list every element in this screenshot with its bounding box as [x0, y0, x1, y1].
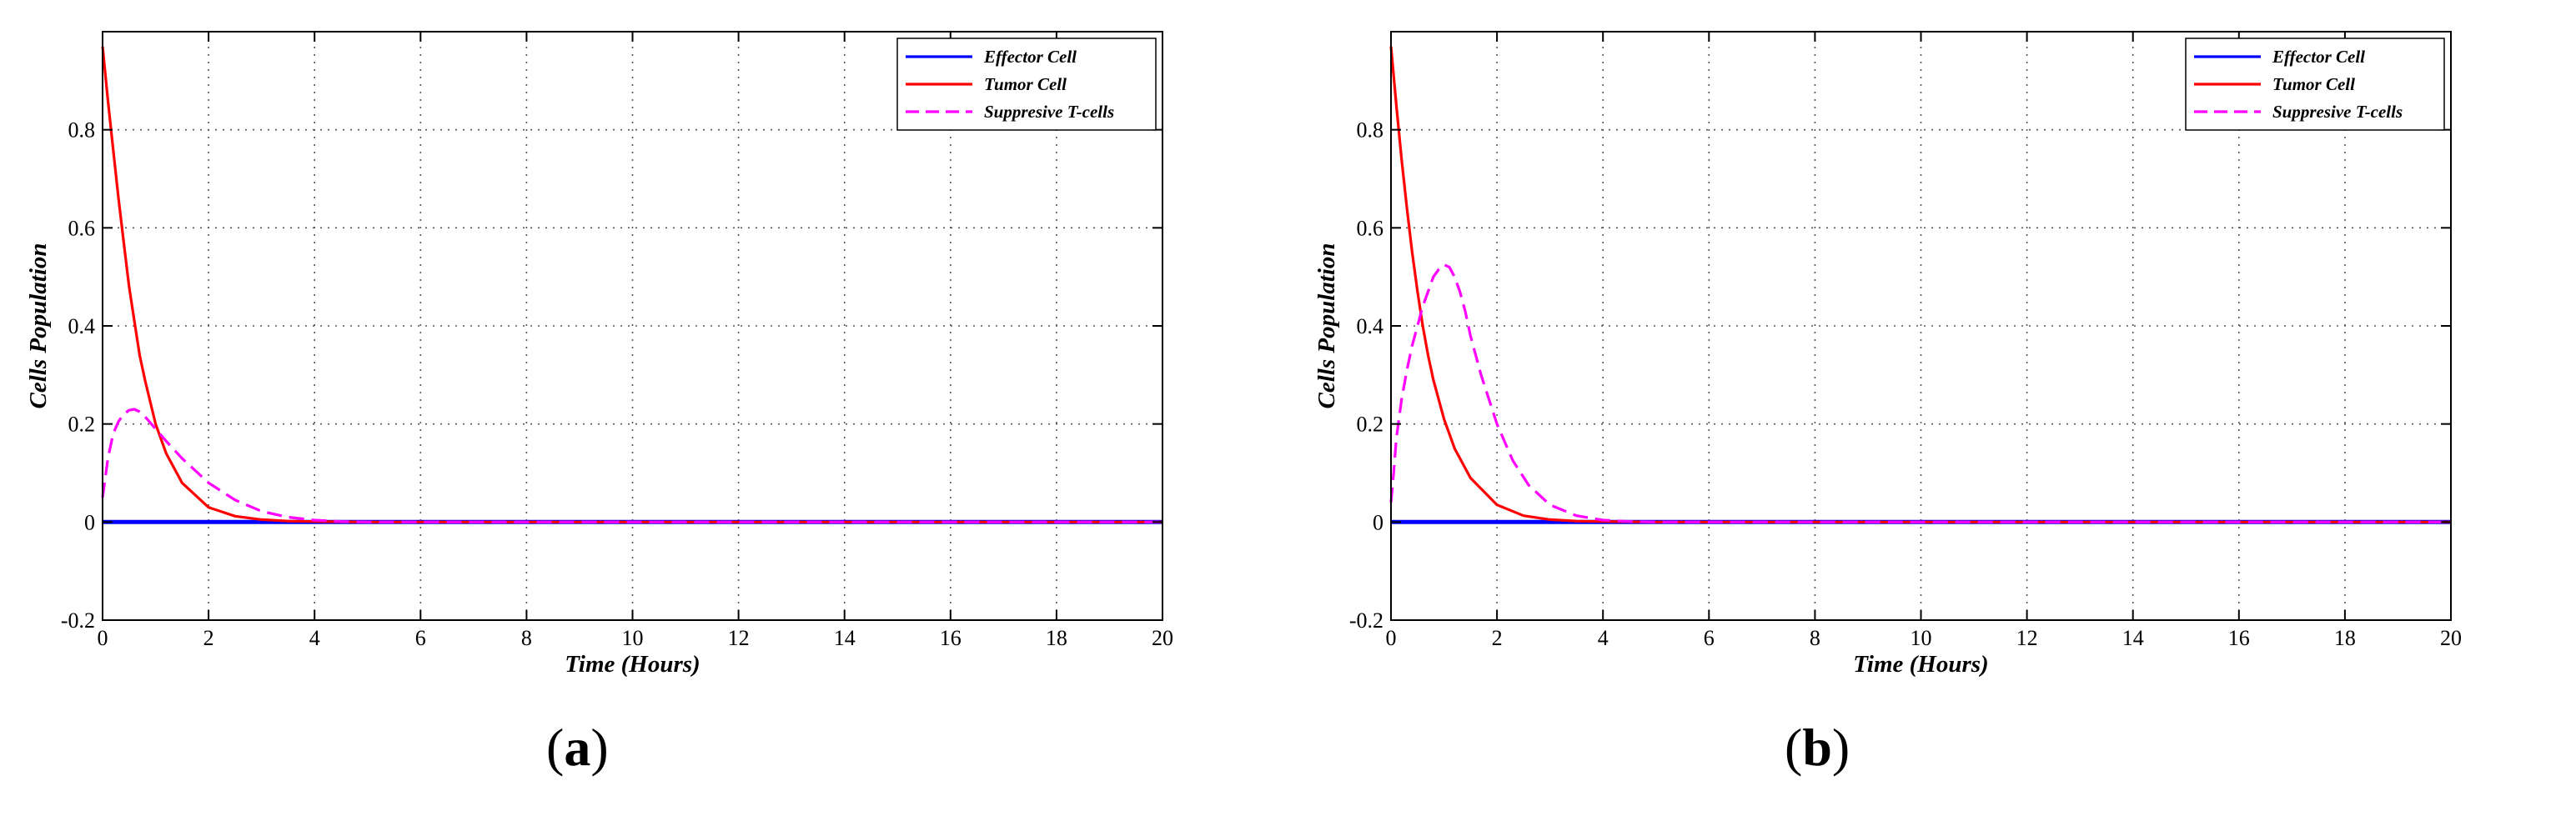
legend-label: Suppresive T-cells: [2272, 102, 2403, 122]
y-tick-label: -0.2: [1349, 608, 1383, 633]
y-tick-label: 0.8: [1357, 118, 1384, 143]
x-tick-label: 16: [940, 626, 962, 650]
x-tick-label: 20: [1152, 626, 1173, 650]
chart-panel-a: 0 2 4 6 8 10 12 14 16 18 20 -0.2 0 0.2 0.4 0.6 0.8 Time (…: [25, 31, 1173, 777]
x-tick-label: 2: [1492, 626, 1503, 650]
x-tick-label: 6: [1704, 626, 1715, 650]
x-axis-label: Time (Hours): [1853, 651, 1988, 678]
series-line-suppresive-t-cells: [1389, 263, 2451, 523]
x-tick-label: 14: [2122, 626, 2144, 650]
y-tick-label: 0: [84, 510, 95, 534]
x-tick-label: 14: [834, 626, 856, 650]
legend-label: Effector Cell: [983, 47, 1077, 67]
x-tick-label: 8: [521, 626, 532, 650]
chart-panel-b: 0 2 4 6 8 10 12 14 16 18 20 -0.2 0 0.2 0.4 0.6 0.8 Time (…: [1288, 0, 2576, 816]
caption-letter-a: a: [564, 718, 591, 777]
legend-label: Tumor Cell: [2272, 74, 2355, 94]
x-tick-label: 4: [1598, 626, 1609, 650]
x-tick-label: 2: [203, 626, 214, 650]
series-line-tumor-cell: [1389, 46, 2451, 523]
y-tick-label: 0.2: [68, 413, 96, 437]
caption-letter-b: b: [1802, 718, 1832, 777]
y-tick-label: 0.6: [1357, 216, 1384, 240]
x-tick-label: 4: [309, 626, 320, 650]
caption-a: (a): [546, 718, 609, 777]
legend-label: Effector Cell: [2272, 47, 2365, 67]
x-tick-label: 0: [1386, 626, 1397, 650]
y-tick-label: 0.4: [68, 314, 96, 338]
x-tick-label: 18: [1046, 626, 1067, 650]
x-tick-label: 8: [1810, 626, 1820, 650]
legend-label: Suppresive T-cells: [984, 102, 1114, 122]
x-tick-label: 12: [728, 626, 750, 650]
x-axis-label: Time (Hours): [565, 651, 700, 678]
y-tick-label: 0.4: [1357, 314, 1384, 338]
x-tick-label: 6: [415, 626, 426, 650]
x-tick-label: 20: [2440, 626, 2462, 650]
series-line-tumor-cell: [101, 46, 1162, 523]
y-tick-label: 0.6: [68, 216, 96, 240]
legend-label: Tumor Cell: [984, 74, 1067, 94]
caption-b: (b): [1785, 718, 1850, 777]
y-tick-label: 0.8: [68, 118, 96, 143]
x-tick-label: 10: [622, 626, 644, 650]
y-axis-label: Cells Population: [25, 243, 52, 408]
x-tick-label: 0: [98, 626, 108, 650]
y-tick-label: 0.2: [1357, 413, 1384, 437]
x-tick-label: 10: [1911, 626, 1932, 650]
x-tick-label: 12: [2016, 626, 2038, 650]
y-axis-label: Cells Population: [1313, 243, 1340, 408]
y-tick-label: 0: [1373, 510, 1383, 534]
series-line-suppresive-t-cells: [101, 408, 1162, 523]
x-tick-label: 18: [2334, 626, 2356, 650]
x-tick-label: 16: [2228, 626, 2250, 650]
y-tick-label: -0.2: [61, 608, 95, 633]
